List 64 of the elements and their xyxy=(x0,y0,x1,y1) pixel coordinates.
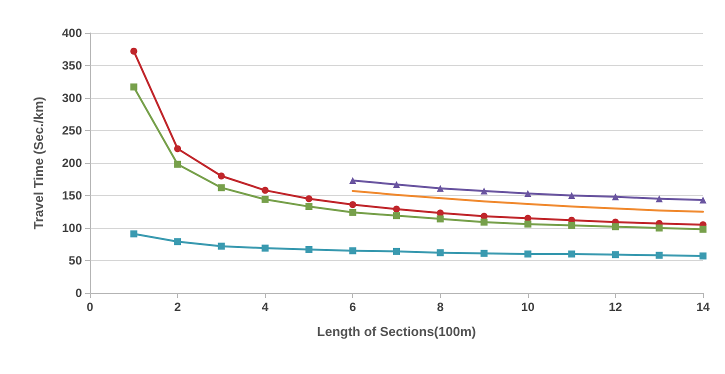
line-series xyxy=(352,190,704,213)
point xyxy=(656,224,663,232)
x-tick-label: 8 xyxy=(436,300,444,314)
point xyxy=(700,196,706,204)
y-tick-label: 150 xyxy=(62,188,82,202)
point xyxy=(130,48,138,55)
point xyxy=(349,177,356,184)
y-tick-label: 0 xyxy=(75,286,82,300)
x-tick-label: 2 xyxy=(174,300,182,314)
point xyxy=(393,206,400,213)
point xyxy=(393,248,400,255)
x-tick-label: 14 xyxy=(696,300,710,314)
point xyxy=(436,249,444,256)
point xyxy=(612,251,619,258)
point xyxy=(349,247,356,254)
point xyxy=(700,226,706,233)
point xyxy=(656,195,663,202)
point xyxy=(218,172,225,180)
point xyxy=(612,193,619,200)
point xyxy=(568,250,576,258)
point xyxy=(349,208,356,216)
y-axis-title: Travel Time (Sec./km) xyxy=(31,96,46,230)
x-tick-label: 4 xyxy=(262,300,269,314)
y-tick-label: 100 xyxy=(62,221,82,235)
y-tick-label: 300 xyxy=(62,91,82,105)
point xyxy=(262,186,269,194)
point xyxy=(174,145,182,152)
point xyxy=(218,242,225,250)
x-tick-label: 12 xyxy=(608,300,622,314)
point xyxy=(524,250,532,258)
point xyxy=(349,201,356,208)
y-tick-label: 50 xyxy=(68,254,82,268)
x-axis-title: Length of Sections(100m) xyxy=(317,324,476,339)
point xyxy=(480,250,488,257)
point xyxy=(700,252,706,260)
y-tick-label: 250 xyxy=(62,124,82,138)
y-tick-label: 400 xyxy=(62,26,82,40)
point xyxy=(262,244,269,252)
point xyxy=(568,192,576,199)
point xyxy=(305,246,312,253)
point xyxy=(656,252,663,259)
point xyxy=(436,184,444,192)
point xyxy=(218,184,225,192)
point xyxy=(393,212,400,220)
y-tick-label: 350 xyxy=(62,58,82,72)
x-tick-label: 10 xyxy=(521,300,535,314)
point xyxy=(305,203,312,210)
point xyxy=(174,160,182,168)
point xyxy=(130,230,138,238)
point xyxy=(262,196,269,203)
point xyxy=(174,238,182,246)
point xyxy=(568,222,576,229)
point xyxy=(524,220,532,228)
point xyxy=(393,180,400,188)
point xyxy=(480,187,488,194)
x-tick-label: 6 xyxy=(349,300,356,314)
x-tick-label: 0 xyxy=(86,300,94,314)
point xyxy=(612,223,619,230)
point xyxy=(130,83,138,90)
y-tick-label: 200 xyxy=(62,156,82,170)
point xyxy=(480,218,488,226)
point xyxy=(305,195,312,202)
point xyxy=(524,190,532,198)
point xyxy=(436,215,444,222)
